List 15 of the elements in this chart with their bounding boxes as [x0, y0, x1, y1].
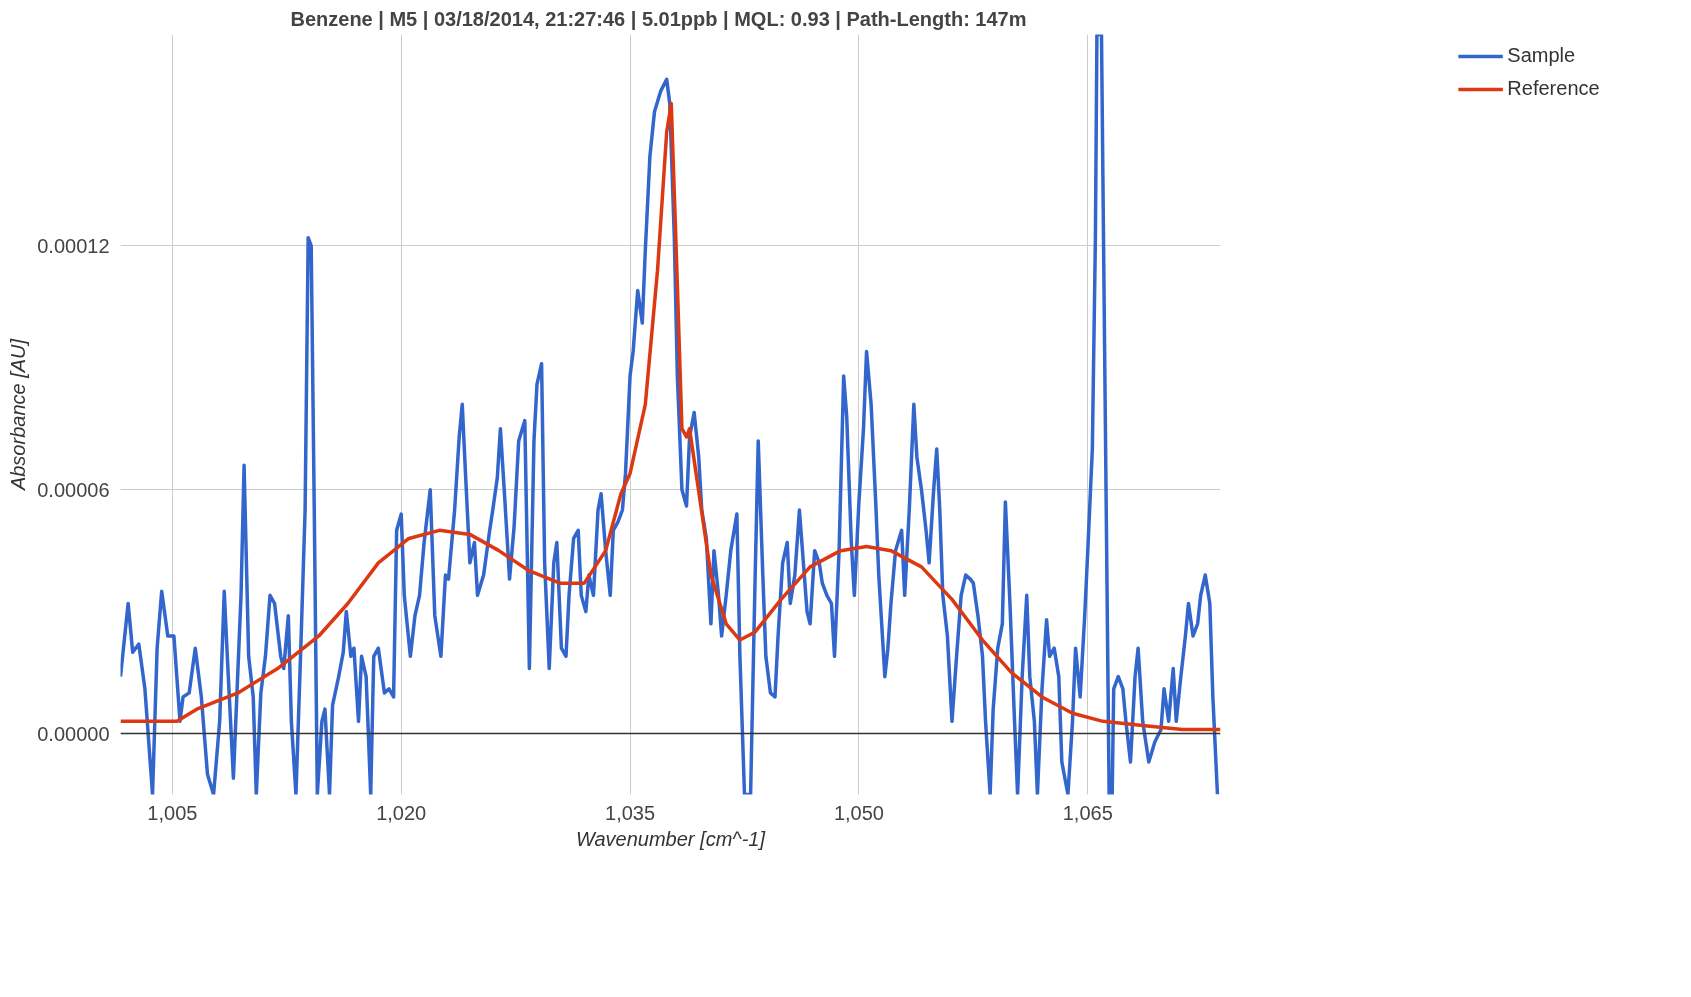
line-series — [120, 101, 1221, 732]
x-tick-label: 1,035 — [605, 801, 656, 824]
chart-title: Benzene | M5 | 03/18/2014, 21:27:46 | 5.01ppb | MQL: 0.93 | Path-Length: 147m — [290, 7, 1027, 30]
x-tick-label: 1,005 — [147, 801, 198, 824]
y-axis-title: Absorbance [AU] — [7, 338, 30, 492]
x-axis-title: Wavenumber [cm^-1] — [575, 827, 766, 850]
legend-label: Reference — [1507, 77, 1600, 100]
x-tick-label: 1,050 — [833, 801, 884, 824]
line-series — [120, 34, 1220, 795]
legend-label: Sample — [1507, 44, 1576, 67]
x-tick-label: 1,020 — [376, 801, 427, 824]
y-tick-label: 0.00000 — [37, 722, 110, 745]
y-tick-label: 0.00012 — [37, 234, 110, 257]
y-tick-label: 0.00006 — [37, 478, 110, 501]
x-tick-label: 1,065 — [1062, 801, 1113, 824]
